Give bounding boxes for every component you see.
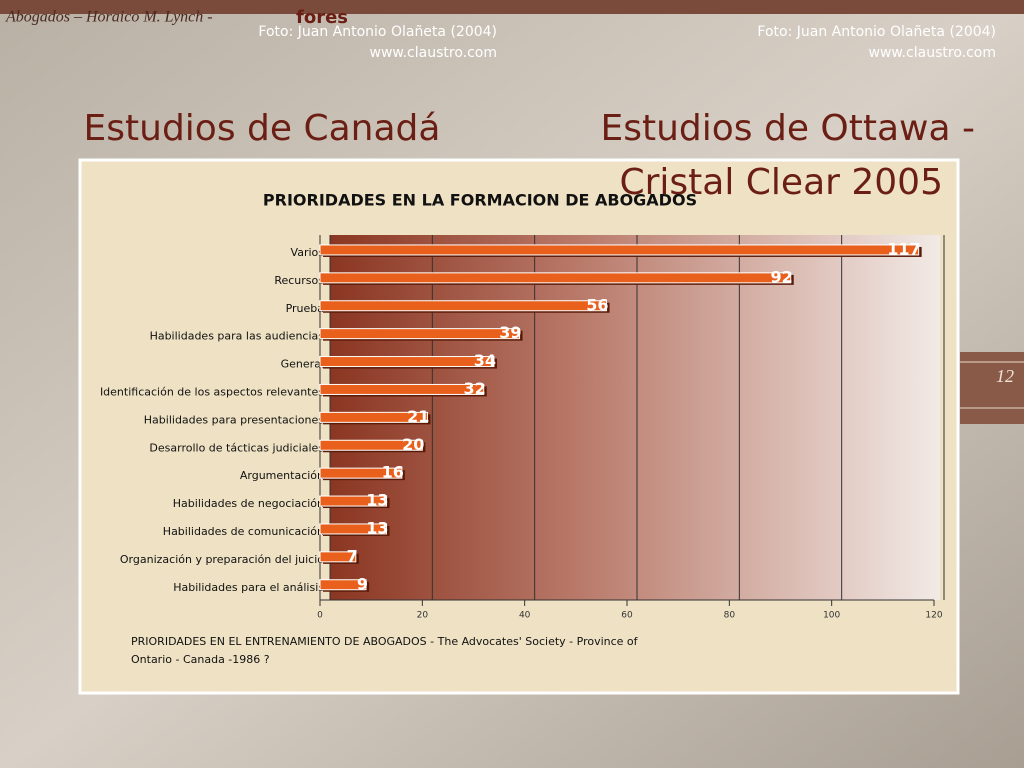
data-label: 21 — [407, 407, 429, 426]
x-tick-label: 120 — [925, 611, 942, 621]
chart-caption: PRIORIDADES EN EL ENTRENAMIENTO DE ABOGA… — [131, 635, 639, 648]
photo-credit: Foto: Juan Antonio Olañeta (2004) — [757, 24, 996, 40]
data-label: 13 — [366, 491, 388, 510]
y-tick-label: Argumentación — [240, 469, 324, 482]
slide-title: Estudios de Ottawa - — [600, 108, 975, 149]
x-tick-label: 100 — [823, 611, 840, 621]
bar — [319, 579, 367, 591]
x-tick-label: 40 — [519, 611, 531, 621]
y-tick-label: Habilidades de negociación — [173, 497, 324, 510]
data-label: 7 — [347, 546, 358, 565]
top-bar — [0, 0, 1024, 14]
y-tick-label: Prueba — [286, 302, 324, 315]
data-label: 20 — [402, 435, 424, 454]
photo-site: www.claustro.com — [370, 45, 497, 61]
bar — [319, 356, 495, 368]
page-box — [960, 352, 1024, 424]
plot-area — [330, 235, 940, 600]
bar — [319, 495, 388, 507]
header-author: Abogados – Horaico M. Lynch - — [5, 9, 213, 26]
bar — [319, 383, 485, 395]
bar — [319, 300, 608, 312]
data-label: 39 — [499, 323, 521, 342]
bar — [319, 328, 521, 340]
data-label: 32 — [463, 379, 485, 398]
data-label: 9 — [357, 574, 368, 593]
y-tick-label: Varios — [291, 246, 325, 259]
bar — [319, 411, 428, 423]
header-brand: fores — [296, 7, 348, 28]
chart-title: PRIORIDADES EN LA FORMACION DE ABOGADOS — [263, 191, 697, 210]
y-tick-label: Identificación de los aspectos relevante… — [100, 385, 324, 398]
bar — [319, 551, 357, 563]
bar — [319, 439, 423, 451]
chart-caption: Ontario - Canada -1986 ? — [131, 653, 270, 666]
x-tick-label: 20 — [417, 611, 429, 621]
y-tick-label: Habilidades para el análisis — [173, 581, 324, 594]
y-tick-label: Habilidades para las audiencias — [150, 330, 325, 343]
bar — [319, 272, 792, 284]
y-tick-label: Desarrollo de tácticas judiciales — [149, 441, 324, 454]
y-tick-label: General — [281, 358, 324, 371]
data-label: 92 — [770, 267, 792, 286]
photo-site: www.claustro.com — [869, 45, 996, 61]
x-tick-label: 60 — [621, 611, 633, 621]
y-tick-label: Habilidades para presentaciones — [144, 413, 324, 426]
data-label: 34 — [474, 351, 496, 370]
y-tick-label: Organización y preparación del juicio — [120, 553, 324, 566]
photo-credit: Foto: Juan Antonio Olañeta (2004) — [258, 24, 497, 40]
data-label: 56 — [586, 295, 608, 314]
y-tick-label: Recursos — [274, 274, 324, 287]
slide-title: Cristal Clear 2005 — [619, 162, 943, 203]
data-label: 13 — [366, 518, 388, 537]
bar — [319, 244, 920, 256]
x-tick-label: 80 — [724, 611, 736, 621]
bar — [319, 523, 388, 535]
data-label: 117 — [887, 239, 920, 258]
y-tick-label: Habilidades de comunicación — [163, 525, 324, 538]
slide-title: Estudios de Canadá — [84, 108, 441, 149]
page-number: 12 — [996, 366, 1014, 386]
data-label: 16 — [382, 463, 404, 482]
x-tick-label: 0 — [317, 611, 323, 621]
bar — [319, 467, 403, 479]
